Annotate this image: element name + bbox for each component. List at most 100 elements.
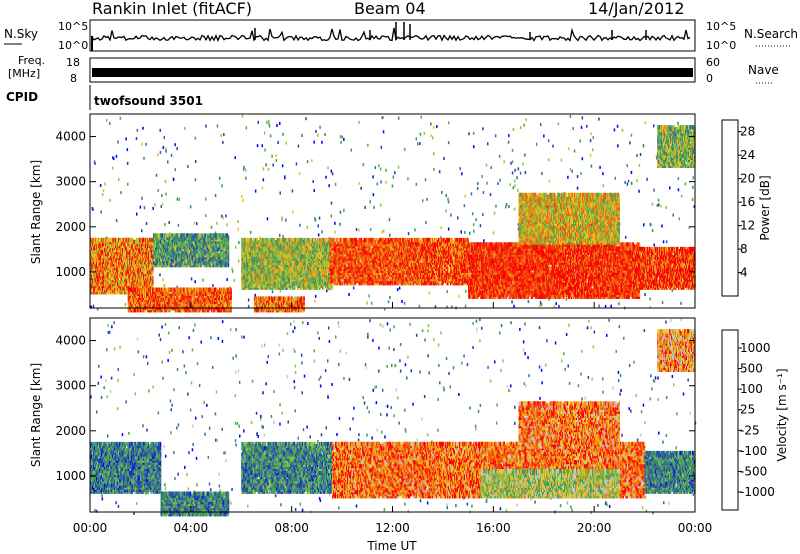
echo-cell bbox=[556, 302, 558, 305]
echo-cell bbox=[257, 144, 259, 147]
echo-cell bbox=[327, 166, 329, 169]
echo-cell bbox=[436, 125, 438, 128]
echo-cell bbox=[381, 231, 383, 234]
echo-cell bbox=[653, 124, 655, 127]
echo-cell bbox=[430, 134, 432, 137]
echo-cell bbox=[389, 296, 391, 299]
echo-cell bbox=[380, 181, 382, 184]
echo-cell bbox=[465, 195, 467, 198]
echo-cell bbox=[514, 169, 516, 172]
echo-cell bbox=[639, 164, 641, 167]
echo-cell bbox=[666, 240, 668, 243]
echo-cell bbox=[678, 177, 680, 180]
echo-cell bbox=[558, 122, 560, 125]
nsky-tick-top: 10^5 bbox=[58, 20, 88, 33]
echo-cell bbox=[514, 180, 516, 183]
echo-cell bbox=[314, 300, 316, 303]
echo-cell bbox=[511, 300, 513, 303]
nave-tick-bottom: 0 bbox=[706, 72, 713, 85]
echo-cell bbox=[241, 195, 243, 198]
echo-cell bbox=[263, 167, 265, 170]
echo-cell bbox=[658, 199, 660, 202]
echo-cell bbox=[156, 174, 158, 177]
echo-cell bbox=[552, 145, 554, 148]
echo-cell bbox=[526, 118, 528, 121]
echo-cell bbox=[262, 187, 264, 190]
echo-cell bbox=[176, 147, 178, 150]
echo-cell bbox=[285, 219, 287, 222]
echo-cell bbox=[383, 230, 385, 233]
echo-cell bbox=[430, 123, 432, 126]
echo-cell bbox=[340, 211, 342, 214]
echo-cell bbox=[315, 219, 317, 222]
echo-cell bbox=[483, 239, 485, 242]
echo-cell bbox=[167, 161, 169, 164]
echo-cell bbox=[242, 199, 244, 202]
echo-cell bbox=[638, 190, 640, 193]
echo-cell bbox=[271, 155, 273, 158]
echo-cell bbox=[590, 139, 592, 142]
echo-cell bbox=[301, 134, 303, 137]
echo-cell bbox=[232, 270, 234, 273]
echo-cell bbox=[475, 218, 477, 221]
echo-cell bbox=[522, 163, 524, 166]
echo-cell bbox=[267, 217, 269, 220]
echo-cell bbox=[580, 140, 582, 143]
echo-cell bbox=[378, 164, 380, 167]
echo-cell bbox=[366, 302, 368, 305]
echo-cell bbox=[116, 155, 118, 158]
echo-cell bbox=[277, 141, 279, 144]
echo-cell bbox=[125, 303, 127, 306]
echo-cell bbox=[513, 186, 515, 189]
echo-cell bbox=[398, 166, 400, 169]
echo-cell bbox=[643, 144, 645, 147]
echo-cell bbox=[598, 118, 600, 121]
echo-cell bbox=[433, 168, 435, 171]
echo-cell bbox=[380, 204, 382, 207]
nsky-trace bbox=[92, 22, 690, 51]
echo-cell bbox=[307, 160, 309, 163]
echo-cell bbox=[574, 150, 576, 153]
nsearch-tick-top: 10^5 bbox=[706, 20, 736, 33]
date-label: 14/Jan/2012 bbox=[588, 0, 685, 18]
echo-cell bbox=[580, 172, 582, 175]
echo-cell bbox=[165, 180, 167, 183]
echo-cell bbox=[266, 121, 268, 124]
echo-cell bbox=[540, 123, 542, 126]
freq-unit: [MHz] bbox=[8, 67, 40, 80]
echo-cell bbox=[136, 137, 138, 140]
echo-cell bbox=[282, 235, 284, 238]
echo-cell bbox=[465, 290, 467, 293]
echo-cell bbox=[577, 187, 579, 190]
echo-cell bbox=[624, 181, 626, 184]
echo-cell bbox=[363, 163, 365, 166]
power-echo-cells bbox=[90, 115, 696, 313]
echo-cell bbox=[370, 200, 372, 203]
echo-cell bbox=[518, 167, 520, 170]
echo-cell bbox=[631, 134, 633, 137]
echo-cell bbox=[273, 164, 275, 167]
echo-cell bbox=[468, 132, 470, 135]
echo-cell bbox=[296, 162, 298, 165]
echo-cell bbox=[276, 159, 278, 162]
echo-cell bbox=[234, 279, 236, 282]
echo-cell bbox=[486, 182, 488, 185]
echo-cell bbox=[508, 205, 510, 208]
echo-cell bbox=[141, 143, 143, 146]
echo-cell bbox=[497, 182, 499, 185]
echo-cell bbox=[360, 187, 362, 190]
echo-cell bbox=[524, 154, 526, 157]
freq-label: Freq. bbox=[18, 54, 45, 67]
echo-cell bbox=[173, 178, 175, 181]
echo-cell bbox=[536, 143, 538, 146]
echo-cell bbox=[510, 162, 512, 165]
echo-cell bbox=[225, 214, 227, 217]
echo-cell bbox=[629, 141, 631, 144]
echo-cell bbox=[644, 293, 646, 296]
echo-cell bbox=[242, 115, 244, 118]
echo-cell bbox=[425, 178, 427, 181]
echo-cell bbox=[106, 119, 108, 122]
echo-cell bbox=[263, 178, 265, 181]
echo-cell bbox=[512, 160, 514, 163]
echo-cell bbox=[279, 234, 281, 237]
